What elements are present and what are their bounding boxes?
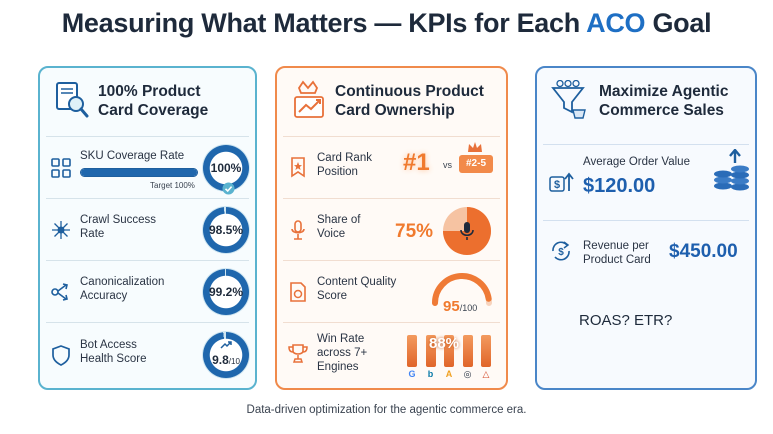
crown-chart-icon	[294, 80, 324, 118]
kpi-label: Win Rate across 7+ Engines	[317, 333, 368, 373]
win-rate-bars	[407, 331, 491, 367]
share-of-voice-value: 75%	[395, 221, 434, 242]
document-gear-icon	[290, 282, 306, 302]
kpi-label: Crawl Success Rate	[80, 214, 157, 240]
check-circle-icon	[222, 182, 235, 195]
coverage-card-title: 100% Product Card Coverage	[98, 83, 209, 119]
svg-text:$: $	[558, 247, 564, 258]
title-accent: ACO	[586, 8, 646, 38]
funnel-cart-icon	[551, 80, 586, 119]
win-rate-bar	[462, 335, 473, 367]
kpi-value: 99.2%	[208, 285, 244, 299]
rank-vs: vs	[443, 160, 452, 170]
kpi-label: Bot Access Health Score	[80, 339, 147, 365]
ownership-card-header: Continuous Product Card Ownership	[277, 68, 506, 134]
star-bookmark-icon	[291, 157, 305, 178]
search-document-icon	[56, 82, 89, 118]
engine-logo: ◎	[463, 369, 472, 379]
kpi-ring: 98.5%	[203, 207, 249, 253]
ownership-card: Continuous Product Card Ownership Card R…	[275, 66, 508, 390]
sales-card-title: Maximize Agentic Commerce Sales	[599, 83, 729, 119]
grid-icon	[51, 158, 71, 178]
title-tail: Goal	[652, 8, 712, 38]
kpi-ring: 99.2%	[203, 269, 249, 315]
kpi-label: SKU Coverage Rate	[80, 150, 185, 162]
trophy-icon	[288, 344, 308, 363]
kpi-label: Canonicalization Accuracy	[80, 276, 165, 302]
win-rate-bar	[407, 335, 417, 367]
share-of-voice-pie	[443, 207, 491, 255]
bar-caption: Target 100%	[150, 181, 195, 190]
content-quality-gauge-fill	[432, 272, 492, 306]
sku-coverage-bar	[80, 168, 198, 177]
kpi-value: 100%	[210, 161, 242, 175]
shield-icon	[52, 345, 70, 366]
win-rate-bar	[444, 335, 454, 367]
footer-caption: Data-driven optimization for the agentic…	[246, 404, 527, 416]
win-rate-bar	[425, 335, 436, 367]
kpi-value: 98.5%	[208, 223, 244, 237]
engine-logo: △	[482, 369, 490, 379]
coverage-card-header: 100% Product Card Coverage	[40, 68, 255, 134]
share-icon	[51, 283, 68, 301]
engine-logo: G	[408, 369, 416, 379]
average-order-value: $120.00	[583, 175, 656, 197]
dollar-cycle-icon: $	[552, 241, 570, 261]
kpi-row-card-rank: Card Rank Position #1 vs #2-5	[283, 136, 500, 198]
trend-up-icon	[220, 341, 232, 349]
microphone-icon	[291, 220, 305, 240]
rank-first: #1	[403, 149, 430, 176]
kpi-label: Revenue per Product Card	[583, 240, 651, 266]
ownership-card-title: Continuous Product Card Ownership	[335, 83, 484, 119]
kpi-label: Content Quality Score	[317, 276, 397, 302]
win-rate-value: 88%	[429, 335, 460, 352]
kpi-ring: 9.8/10	[203, 332, 249, 378]
crown-icon	[468, 142, 482, 152]
spider-icon	[52, 221, 70, 239]
content-quality-value: 95/100	[443, 298, 478, 315]
kpi-row-crawl-success: Crawl Success Rate 98.5%	[46, 198, 249, 260]
sales-note: ROAS? ETR?	[579, 312, 673, 329]
title-main: Measuring What Matters — KPIs for Each	[61, 8, 581, 38]
kpi-row-canonicalization: Canonicalization Accuracy 99.2%	[46, 260, 249, 322]
kpi-value: 9.8/10	[212, 353, 240, 367]
engine-logo: b	[427, 369, 434, 379]
dollar-up-icon: $	[549, 172, 574, 192]
coverage-card: 100% Product Card Coverage SKU Coverage …	[38, 66, 257, 390]
kpi-label: Share of Voice	[317, 214, 361, 240]
sales-card-header: Maximize Agentic Commerce Sales	[537, 68, 755, 134]
kpi-row-bot-access: Bot Access Health Score 9.8/10	[46, 322, 249, 386]
kpi-row-average-order-value: $ Average Order Value $120.00	[543, 144, 749, 220]
engine-logo: A	[445, 369, 453, 379]
rank-other-badge: #2-5	[459, 155, 493, 173]
kpi-row-share-of-voice: Share of Voice 75%	[283, 198, 500, 260]
content-quality-gauge	[432, 272, 492, 306]
kpi-row-content-quality: Content Quality Score 95/100	[283, 260, 500, 322]
kpi-label: Card Rank Position	[317, 152, 372, 178]
page-title: Measuring What Matters — KPIs for Each A…	[0, 8, 773, 39]
sales-card: Maximize Agentic Commerce Sales $ Averag…	[535, 66, 757, 390]
kpi-row-revenue-per-card: $ Revenue per Product Card $450.00	[543, 220, 749, 282]
sku-coverage-bar-fill	[81, 169, 197, 176]
kpi-row-sku-coverage: SKU Coverage Rate Target 100% 100%	[46, 136, 249, 198]
coin-stack-icon	[714, 149, 749, 191]
revenue-per-card-value: $450.00	[669, 241, 738, 262]
svg-text:$: $	[554, 179, 560, 191]
win-rate-bar	[481, 335, 491, 367]
kpi-label: Average Order Value	[583, 156, 690, 168]
